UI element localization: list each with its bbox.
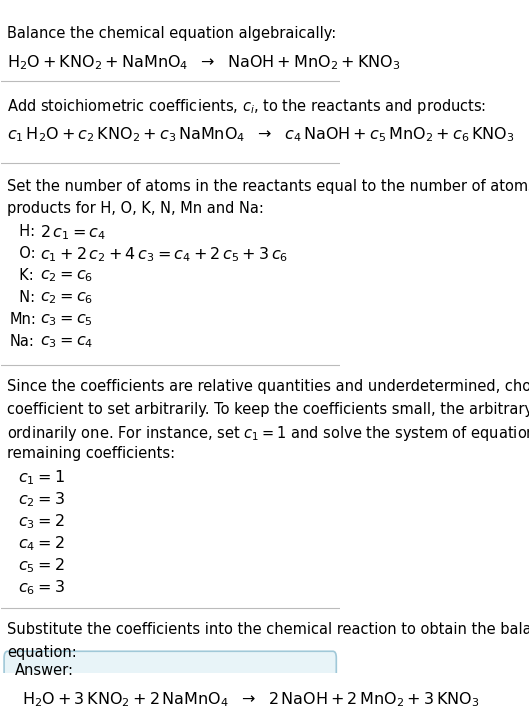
Text: $c_3 = 2$: $c_3 = 2$ bbox=[19, 513, 65, 531]
Text: $c_1\,\mathregular{H_2O} + c_2\,\mathregular{KNO_2} + c_3\,\mathregular{NaMnO_4}: $c_1\,\mathregular{H_2O} + c_2\,\mathreg… bbox=[7, 126, 515, 144]
Text: $c_1 = 1$: $c_1 = 1$ bbox=[19, 468, 65, 486]
Text: $c_1 + 2\,c_2 + 4\,c_3 = c_4 + 2\,c_5 + 3\,c_6$: $c_1 + 2\,c_2 + 4\,c_3 = c_4 + 2\,c_5 + … bbox=[40, 246, 289, 264]
Text: $c_5 = 2$: $c_5 = 2$ bbox=[19, 556, 65, 575]
Text: products for H, O, K, N, Mn and Na:: products for H, O, K, N, Mn and Na: bbox=[7, 201, 264, 216]
Text: Mn:: Mn: bbox=[10, 312, 37, 327]
Text: $c_2 = c_6$: $c_2 = c_6$ bbox=[40, 268, 94, 284]
Text: $c_3 = c_4$: $c_3 = c_4$ bbox=[40, 334, 94, 350]
Text: K:: K: bbox=[10, 268, 34, 283]
Text: N:: N: bbox=[10, 290, 35, 305]
Text: remaining coefficients:: remaining coefficients: bbox=[7, 446, 176, 461]
Text: equation:: equation: bbox=[7, 645, 77, 660]
Text: Substitute the coefficients into the chemical reaction to obtain the balanced: Substitute the coefficients into the che… bbox=[7, 622, 529, 638]
Text: O:: O: bbox=[10, 246, 35, 261]
Text: $c_4 = 2$: $c_4 = 2$ bbox=[19, 534, 65, 553]
Text: coefficient to set arbitrarily. To keep the coefficients small, the arbitrary va: coefficient to set arbitrarily. To keep … bbox=[7, 402, 529, 416]
Text: $c_3 = c_5$: $c_3 = c_5$ bbox=[40, 312, 93, 328]
Text: $c_2 = 3$: $c_2 = 3$ bbox=[19, 490, 65, 509]
Text: $c_6 = 3$: $c_6 = 3$ bbox=[19, 579, 65, 597]
Text: $2\,c_1 = c_4$: $2\,c_1 = c_4$ bbox=[40, 223, 106, 243]
Text: Answer:: Answer: bbox=[15, 663, 74, 678]
FancyBboxPatch shape bbox=[4, 651, 336, 707]
Text: ordinarily one. For instance, set $c_1 = 1$ and solve the system of equations fo: ordinarily one. For instance, set $c_1 =… bbox=[7, 423, 529, 443]
Text: Add stoichiometric coefficients, $c_i$, to the reactants and products:: Add stoichiometric coefficients, $c_i$, … bbox=[7, 98, 487, 117]
Text: $c_2 = c_6$: $c_2 = c_6$ bbox=[40, 290, 94, 305]
Text: Set the number of atoms in the reactants equal to the number of atoms in the: Set the number of atoms in the reactants… bbox=[7, 180, 529, 194]
Text: Since the coefficients are relative quantities and underdetermined, choose a: Since the coefficients are relative quan… bbox=[7, 380, 529, 395]
Text: H:: H: bbox=[10, 223, 35, 238]
Text: Balance the chemical equation algebraically:: Balance the chemical equation algebraica… bbox=[7, 25, 337, 40]
Text: Na:: Na: bbox=[10, 334, 35, 349]
Text: $\mathregular{H_2O + 3\,KNO_2 + 2\,NaMnO_4}$  $\rightarrow$  $2\,\mathregular{Na: $\mathregular{H_2O + 3\,KNO_2 + 2\,NaMnO… bbox=[22, 690, 479, 707]
Text: $\mathregular{H_2O + KNO_2 + NaMnO_4}$  $\rightarrow$  $\mathregular{NaOH + MnO_: $\mathregular{H_2O + KNO_2 + NaMnO_4}$ $… bbox=[7, 54, 401, 72]
